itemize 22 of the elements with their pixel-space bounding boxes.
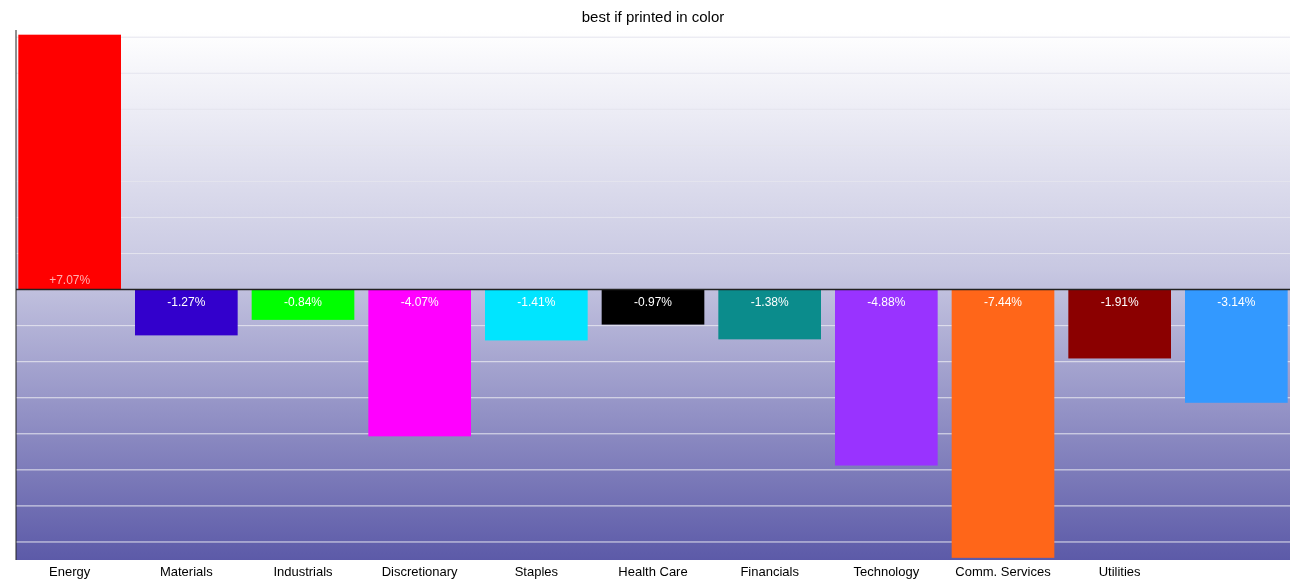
x-tick-label: Materials (159, 564, 214, 579)
data-label: -1.38% (750, 294, 789, 309)
data-label: +7.07% (49, 272, 91, 287)
x-tick-label: Utilities (1098, 564, 1142, 579)
data-label: -0.97% (633, 294, 673, 309)
data-label: -7.44% (983, 294, 1023, 309)
x-tick-label: Comm. Services (955, 564, 1052, 579)
data-label: -1.91% (1100, 294, 1139, 309)
data-label: -3.14% (1217, 294, 1256, 309)
x-tick-label: Discretionary (381, 564, 459, 579)
x-tick-label: Staples (514, 564, 559, 579)
x-tick-label: Health Care (618, 564, 688, 579)
data-label: -4.07% (400, 294, 439, 309)
x-tick-label: Industrials (273, 564, 334, 579)
x-tick-label: Energy (49, 564, 91, 579)
data-label: -1.27% (167, 294, 206, 309)
data-label: -0.84% (283, 294, 323, 309)
chart-title: best if printed in color (581, 8, 725, 25)
x-tick-label: Financials (740, 564, 800, 579)
data-label: -1.41% (517, 294, 556, 309)
x-tick-label: Technology (853, 564, 920, 579)
data-label: -4.88% (867, 294, 906, 309)
